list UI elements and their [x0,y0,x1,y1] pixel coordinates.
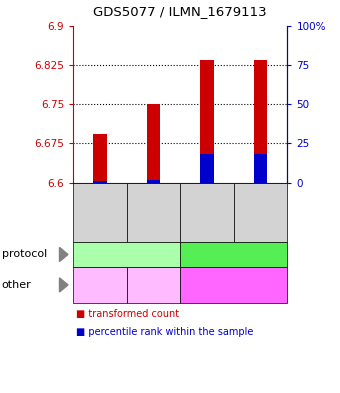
Text: GSM1071455: GSM1071455 [256,184,265,240]
Bar [93,181,106,183]
Bar [254,60,267,183]
Text: shRNA for
3'UTR of
TMEM88: shRNA for 3'UTR of TMEM88 [134,270,173,300]
Text: shRNA for
first exon
of TMEM88: shRNA for first exon of TMEM88 [79,270,121,300]
Bar [147,180,160,183]
Bar [147,104,160,183]
Text: GSM1071457: GSM1071457 [96,184,104,240]
Text: GSM1071454: GSM1071454 [203,184,211,240]
Text: non-targetting
shRNA: non-targetting shRNA [206,275,262,295]
Bar [93,134,106,183]
Bar [200,60,214,183]
Bar [200,154,214,183]
Bar [254,154,267,183]
Text: other: other [2,280,31,290]
Text: GSM1071456: GSM1071456 [149,184,158,240]
Text: GDS5077 / ILMN_1679113: GDS5077 / ILMN_1679113 [94,5,267,18]
Text: protocol: protocol [2,250,47,259]
Text: control: control [218,250,250,259]
Text: TMEM88 depletion: TMEM88 depletion [85,250,169,259]
Text: ■ transformed count: ■ transformed count [76,309,180,318]
Text: ■ percentile rank within the sample: ■ percentile rank within the sample [76,327,254,337]
